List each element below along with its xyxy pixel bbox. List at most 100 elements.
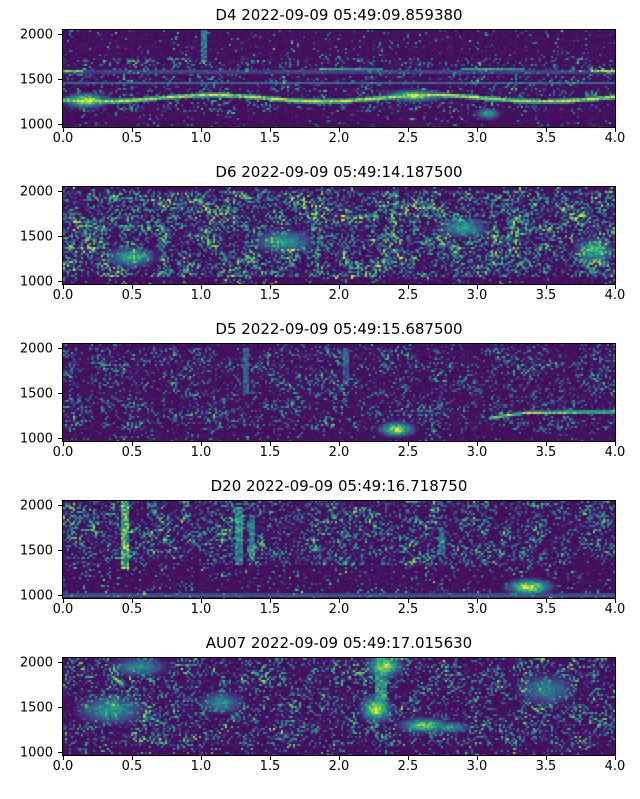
x-tick-mark: [614, 285, 616, 289]
x-tick-label: 0.5: [121, 131, 143, 146]
x-tick-mark: [476, 128, 478, 132]
x-tick-label: 4.0: [604, 602, 626, 617]
x-tick-mark: [476, 285, 478, 289]
x-tick-label: 0.0: [52, 759, 74, 774]
spectrogram-figure: D4 2022-09-09 05:49:09.859380 2000 1500 10…: [0, 6, 640, 774]
x-tick-mark: [338, 128, 340, 132]
x-tick-label: 0.0: [52, 445, 74, 460]
y-tick-mark: [58, 236, 62, 238]
y-axis-labels: 2000 1500 1000: [0, 27, 62, 132]
x-tick-mark: [407, 128, 409, 132]
x-tick-label: 2.5: [397, 445, 419, 460]
panel-title: D4 2022-09-09 05:49:09.859380: [215, 6, 463, 24]
spectrogram-canvas: [63, 187, 615, 284]
y-tick-label: 2000: [19, 655, 53, 670]
spectrogram-panel-d5: D5 2022-09-09 05:49:15.687500 2000 1500 10…: [0, 320, 640, 460]
x-tick-label: 0.5: [121, 602, 143, 617]
y-tick-mark: [58, 191, 62, 192]
x-tick-mark: [269, 128, 271, 132]
y-tick-label: 1500: [19, 229, 53, 245]
y-tick-label: 1000: [19, 431, 53, 447]
x-tick-mark: [62, 756, 64, 760]
x-tick-label: 3.5: [535, 131, 557, 146]
x-tick-label: 4.0: [604, 445, 626, 460]
x-tick-mark: [269, 442, 271, 446]
panel-title: D6 2022-09-09 05:49:14.187500: [215, 163, 463, 181]
x-tick-mark: [407, 599, 409, 603]
y-axis-labels: 2000 1500 1000: [0, 341, 62, 446]
x-tick-label: 1.5: [259, 602, 281, 617]
x-tick-mark: [545, 442, 547, 446]
x-tick-mark: [545, 599, 547, 603]
y-tick-label: 2000: [19, 341, 53, 356]
y-tick-label: 1000: [19, 117, 53, 133]
x-tick-label: 3.0: [466, 602, 488, 617]
plot-area: [58, 186, 616, 289]
spectrogram-panel-d4: D4 2022-09-09 05:49:09.859380 2000 1500 10…: [0, 6, 640, 146]
x-tick-mark: [269, 285, 271, 289]
y-axis-labels: 2000 1500 1000: [0, 655, 62, 760]
spectrogram-canvas: [63, 30, 615, 127]
x-tick-label: 3.5: [535, 602, 557, 617]
x-tick-mark: [62, 128, 64, 132]
panel-title: D20 2022-09-09 05:49:16.718750: [210, 477, 468, 495]
y-tick-mark: [58, 124, 62, 126]
x-tick-mark: [407, 756, 409, 760]
x-tick-mark: [62, 599, 64, 603]
x-axis-labels: 0.0 0.5 1.0 1.5 2.0 2.5 3.0 3.5 4.0: [53, 128, 626, 146]
x-tick-label: 1.0: [190, 759, 212, 774]
x-tick-mark: [131, 756, 133, 760]
x-tick-mark: [338, 756, 340, 760]
x-tick-label: 1.0: [190, 445, 212, 460]
y-tick-mark: [58, 550, 62, 552]
x-tick-label: 0.0: [52, 288, 74, 303]
y-tick-mark: [58, 707, 62, 709]
x-tick-mark: [269, 599, 271, 603]
x-tick-mark: [62, 442, 64, 446]
y-tick-mark: [58, 438, 62, 440]
y-tick-mark: [58, 348, 62, 349]
x-tick-label: 1.5: [259, 131, 281, 146]
y-tick-label: 1500: [19, 543, 53, 559]
y-axis-labels: 2000 1500 1000: [0, 498, 62, 603]
y-tick-mark: [58, 281, 62, 283]
x-tick-mark: [200, 442, 202, 446]
panel-title: D5 2022-09-09 05:49:15.687500: [215, 320, 463, 338]
x-tick-mark: [338, 442, 340, 446]
x-axis-labels: 0.0 0.5 1.0 1.5 2.0 2.5 3.0 3.5 4.0: [53, 599, 626, 617]
x-tick-label: 2.5: [397, 759, 419, 774]
x-tick-label: 2.0: [328, 602, 350, 617]
y-tick-mark: [58, 752, 62, 754]
y-tick-label: 1000: [19, 588, 53, 604]
spectrogram-canvas: [63, 501, 615, 598]
x-tick-mark: [476, 756, 478, 760]
spectrogram-panel-d20: D20 2022-09-09 05:49:16.718750 2000 1500 1…: [0, 477, 640, 617]
x-tick-mark: [131, 285, 133, 289]
x-tick-label: 0.5: [121, 445, 143, 460]
x-tick-mark: [545, 128, 547, 132]
x-tick-label: 2.5: [397, 602, 419, 617]
spectrogram-canvas: [63, 658, 615, 755]
x-tick-label: 0.5: [121, 759, 143, 774]
x-tick-label: 1.5: [259, 288, 281, 303]
x-tick-label: 3.5: [535, 445, 557, 460]
x-tick-label: 4.0: [604, 131, 626, 146]
x-tick-mark: [338, 285, 340, 289]
x-tick-label: 3.5: [535, 288, 557, 303]
x-tick-mark: [545, 756, 547, 760]
y-tick-label: 1500: [19, 700, 53, 716]
x-tick-mark: [200, 756, 202, 760]
x-tick-mark: [131, 442, 133, 446]
x-tick-mark: [476, 599, 478, 603]
y-tick-label: 1500: [19, 72, 53, 88]
y-tick-mark: [58, 505, 62, 506]
x-tick-mark: [614, 599, 616, 603]
x-tick-label: 0.5: [121, 288, 143, 303]
x-tick-label: 1.5: [259, 759, 281, 774]
y-tick-mark: [58, 393, 62, 395]
spectrogram-panel-au07: AU07 2022-09-09 05:49:17.015630 2000 1500…: [0, 634, 640, 774]
x-tick-label: 2.0: [328, 759, 350, 774]
x-tick-mark: [614, 442, 616, 446]
x-tick-label: 3.0: [466, 288, 488, 303]
x-axis-labels: 0.0 0.5 1.0 1.5 2.0 2.5 3.0 3.5 4.0: [53, 285, 626, 303]
